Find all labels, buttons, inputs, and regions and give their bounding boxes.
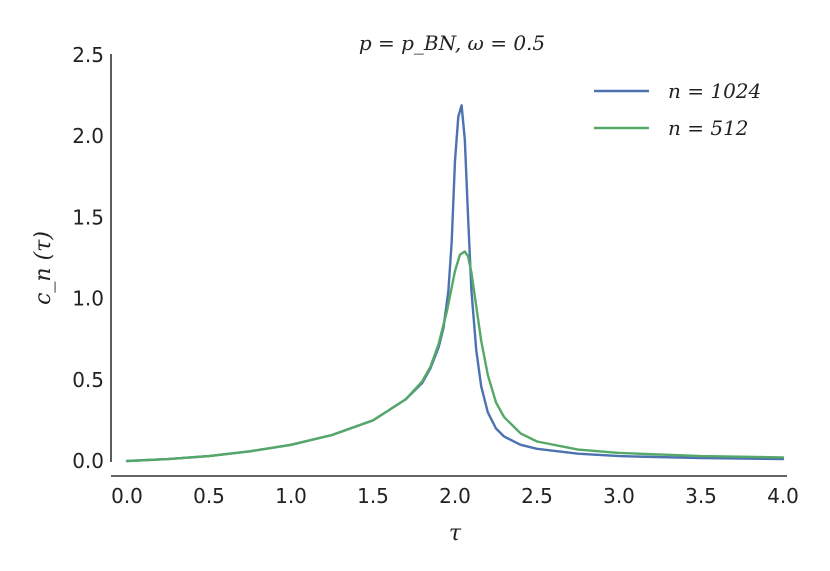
x-tick-label: 1.5 [357,484,389,508]
legend: n = 1024 n = 512 [594,79,761,140]
y-tick-label: 1.5 [72,205,104,229]
x-tick-label: 2.5 [521,484,553,508]
chart-title: p = p_BN, ω = 0.5 [359,31,545,55]
x-tick-label: 3.0 [603,484,635,508]
y-tick-label: 0.5 [72,368,104,392]
x-tick-label: 2.0 [439,484,471,508]
x-tick-label: 0.0 [111,484,143,508]
y-tick-label: 2.0 [72,124,104,148]
series-line-n1024 [125,104,785,463]
x-tick-label: 1.0 [275,484,307,508]
y-axis-label: c_n (τ) [31,231,56,305]
x-tick-label: 3.5 [685,484,717,508]
x-tick-labels: 0.0 0.5 1.0 1.5 2.0 2.5 3.0 3.5 4.0 [111,484,799,508]
y-tick-label: 0.0 [72,449,104,473]
y-tick-label: 1.0 [72,287,104,311]
x-tick-label: 0.5 [193,484,225,508]
legend-label-n512: n = 512 [668,116,749,140]
y-tick-labels: 0.0 0.5 1.0 1.5 2.0 2.5 [72,43,104,473]
y-tick-label: 2.5 [72,43,104,67]
series-line-n512 [125,250,785,463]
x-tick-label: 4.0 [767,484,799,508]
legend-label-n1024: n = 1024 [668,79,761,103]
x-axis-label: τ [449,521,462,546]
series-lines [125,104,785,463]
